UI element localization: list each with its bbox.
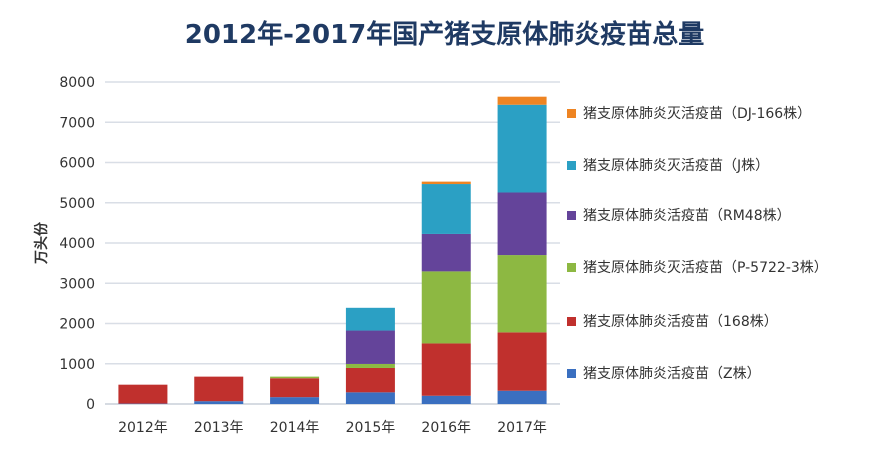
legend-marker	[567, 369, 576, 378]
y-axis-label: 万头份	[33, 221, 50, 265]
bar-segment	[497, 96, 547, 105]
legend-marker	[567, 109, 576, 118]
legend-marker	[567, 263, 576, 272]
legend-marker	[567, 161, 576, 170]
legend-marker	[567, 317, 576, 326]
x-tick-label: 2012年	[118, 420, 168, 436]
bar-segment	[421, 271, 471, 344]
legend-label: 猪支原体肺炎活疫苗（RM48株）	[583, 208, 791, 224]
x-tick-label: 2017年	[497, 420, 547, 436]
bar-segment	[345, 392, 395, 404]
bar-segment	[345, 307, 395, 331]
y-tick-label: 4000	[59, 236, 95, 252]
y-tick-label: 3000	[59, 276, 95, 292]
bar-segment	[497, 255, 547, 333]
bar-segment	[194, 401, 244, 404]
bar-segment	[497, 104, 547, 193]
bar-segment	[497, 390, 547, 404]
bar-segment	[421, 233, 471, 272]
bar-segment	[497, 192, 547, 256]
bar-segment	[421, 181, 471, 185]
bar-segment	[345, 330, 395, 364]
bar-segment	[421, 395, 471, 404]
bar-segment	[345, 363, 395, 368]
y-tick-label: 5000	[59, 196, 95, 212]
bar-segment	[421, 184, 471, 234]
legend-marker	[567, 211, 576, 220]
bar-segment	[270, 378, 320, 398]
legend-label: 猪支原体肺炎活疫苗（168株）	[583, 314, 778, 330]
y-tick-label: 1000	[59, 357, 95, 373]
y-tick-label: 8000	[59, 75, 95, 91]
y-tick-label: 7000	[59, 115, 95, 131]
chart-title: 2012年-2017年国产猪支原体肺炎疫苗总量	[184, 20, 705, 50]
x-tick-label: 2015年	[346, 420, 396, 436]
bar-segment	[421, 343, 471, 396]
bar-segment	[345, 367, 395, 393]
legend-label: 猪支原体肺炎灭活疫苗（DJ-166株）	[583, 106, 811, 122]
legend-label: 猪支原体肺炎灭活疫苗（J株）	[583, 158, 769, 174]
x-tick-label: 2014年	[270, 420, 320, 436]
y-tick-label: 6000	[59, 156, 95, 172]
x-tick-label: 2013年	[194, 420, 244, 436]
x-tick-label: 2016年	[421, 420, 471, 436]
legend-label: 猪支原体肺炎灭活疫苗（P-5722-3株）	[583, 260, 828, 276]
bar-segment	[270, 397, 320, 404]
bar-segment	[270, 376, 320, 379]
bar-segment	[194, 376, 244, 402]
bar-segment	[497, 332, 547, 391]
bar-segment	[118, 384, 168, 404]
legend-label: 猪支原体肺炎活疫苗（Z株）	[583, 366, 761, 382]
y-tick-label: 0	[86, 397, 95, 413]
y-tick-label: 2000	[59, 317, 95, 333]
